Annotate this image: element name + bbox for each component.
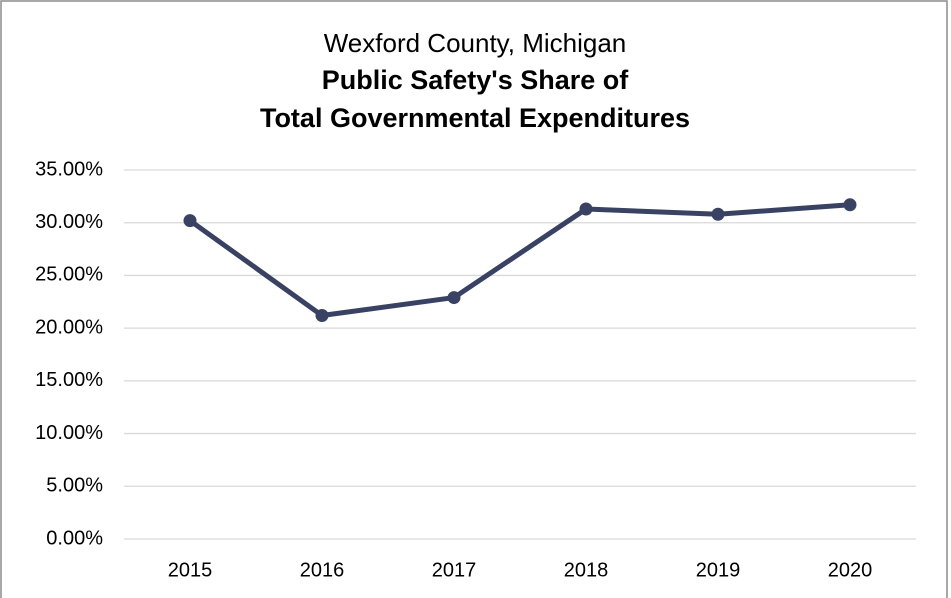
- y-tick-label: 0.00%: [46, 527, 103, 549]
- y-tick-label: 25.00%: [35, 264, 103, 286]
- y-tick-label: 10.00%: [35, 422, 103, 444]
- point: [183, 214, 197, 228]
- y-tick-label: 35.00%: [35, 158, 103, 180]
- chart-subtitle: Wexford County, Michigan: [324, 28, 627, 58]
- y-tick-label: 5.00%: [46, 475, 103, 497]
- y-tick-label: 20.00%: [35, 316, 103, 338]
- x-tick-label: 2017: [432, 559, 477, 581]
- point: [579, 202, 593, 216]
- x-tick-label: 2016: [300, 559, 345, 581]
- y-tick-label: 15.00%: [35, 369, 103, 391]
- chart-title: Total Governmental Expenditures: [260, 103, 690, 133]
- point: [315, 308, 329, 322]
- y-tick-label: 30.00%: [35, 211, 103, 233]
- chart-title: Public Safety's Share of: [322, 65, 630, 95]
- point: [843, 198, 857, 212]
- point: [711, 207, 725, 221]
- x-tick-label: 2019: [696, 559, 741, 581]
- x-tick-label: 2018: [564, 559, 609, 581]
- point: [447, 291, 461, 305]
- x-tick-label: 2015: [168, 559, 213, 581]
- line: [188, 202, 851, 318]
- x-tick-label: 2020: [828, 559, 873, 581]
